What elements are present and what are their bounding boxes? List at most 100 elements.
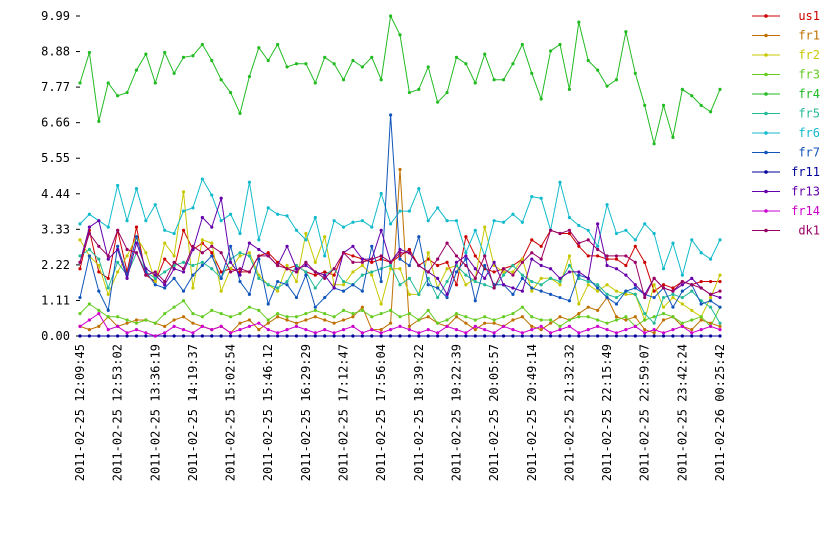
point [172,267,176,271]
point [624,315,628,319]
point [426,270,430,274]
point [605,292,609,296]
point [172,254,176,258]
point [633,324,637,328]
point [671,135,675,140]
point [501,334,506,338]
point [407,247,412,252]
point [87,302,92,306]
point [228,260,233,264]
point [614,331,619,335]
point [633,71,637,75]
point [690,308,694,312]
point [596,308,600,312]
point [200,315,204,319]
point [285,318,289,322]
point [172,276,176,280]
point [97,324,101,328]
point [614,289,619,293]
point [530,315,534,319]
point [511,286,515,290]
point [276,331,280,335]
point [690,334,694,338]
point [680,279,684,284]
point [351,58,355,63]
point [530,324,534,328]
legend-dot [764,131,768,135]
point [596,286,600,290]
point [417,292,421,296]
point [652,327,656,332]
point [87,212,92,216]
point [379,191,383,196]
point [436,295,440,300]
point [210,308,214,312]
point [181,209,186,213]
point [219,276,223,280]
point [313,305,317,309]
point [426,308,430,312]
point [643,260,647,264]
point [370,327,374,332]
point [426,315,430,319]
point [285,334,289,338]
point [78,324,82,328]
point [614,302,619,306]
legend-label: fr5 [798,107,820,121]
point [473,299,477,303]
point [257,254,261,258]
point [266,58,270,63]
point [172,334,176,338]
point [219,78,223,82]
point [106,327,110,332]
point [351,315,355,319]
point [323,270,327,274]
point [247,318,252,322]
point [436,263,440,268]
point [614,257,619,261]
legend-label: fr14 [791,204,820,218]
point [671,241,675,245]
point [464,315,468,319]
point [605,334,609,338]
point [87,231,92,236]
point [473,267,477,271]
point [125,219,129,223]
point [492,334,496,338]
point [605,84,609,88]
point [163,286,167,290]
point [464,273,468,277]
point [341,334,346,338]
y-tick-label: 4.44 [41,187,70,201]
point [718,327,722,332]
point [313,308,317,312]
point [200,177,204,181]
point [718,289,722,293]
point [436,206,440,210]
point [511,273,515,277]
point [426,65,430,69]
point [370,334,374,338]
point [163,257,167,261]
point [200,215,204,220]
point [708,324,713,328]
point [483,254,487,258]
point [407,311,412,316]
point [78,267,82,271]
point [285,327,289,332]
point [285,65,289,69]
point [341,78,346,82]
point [106,81,110,85]
point [633,244,637,248]
point [341,283,346,287]
point [97,263,101,268]
point [106,254,110,258]
point [323,318,327,322]
point [219,270,223,274]
point [605,203,609,207]
point [172,305,176,309]
point [624,334,628,338]
point [624,327,628,332]
point [313,286,317,290]
legend-dot [764,189,768,194]
